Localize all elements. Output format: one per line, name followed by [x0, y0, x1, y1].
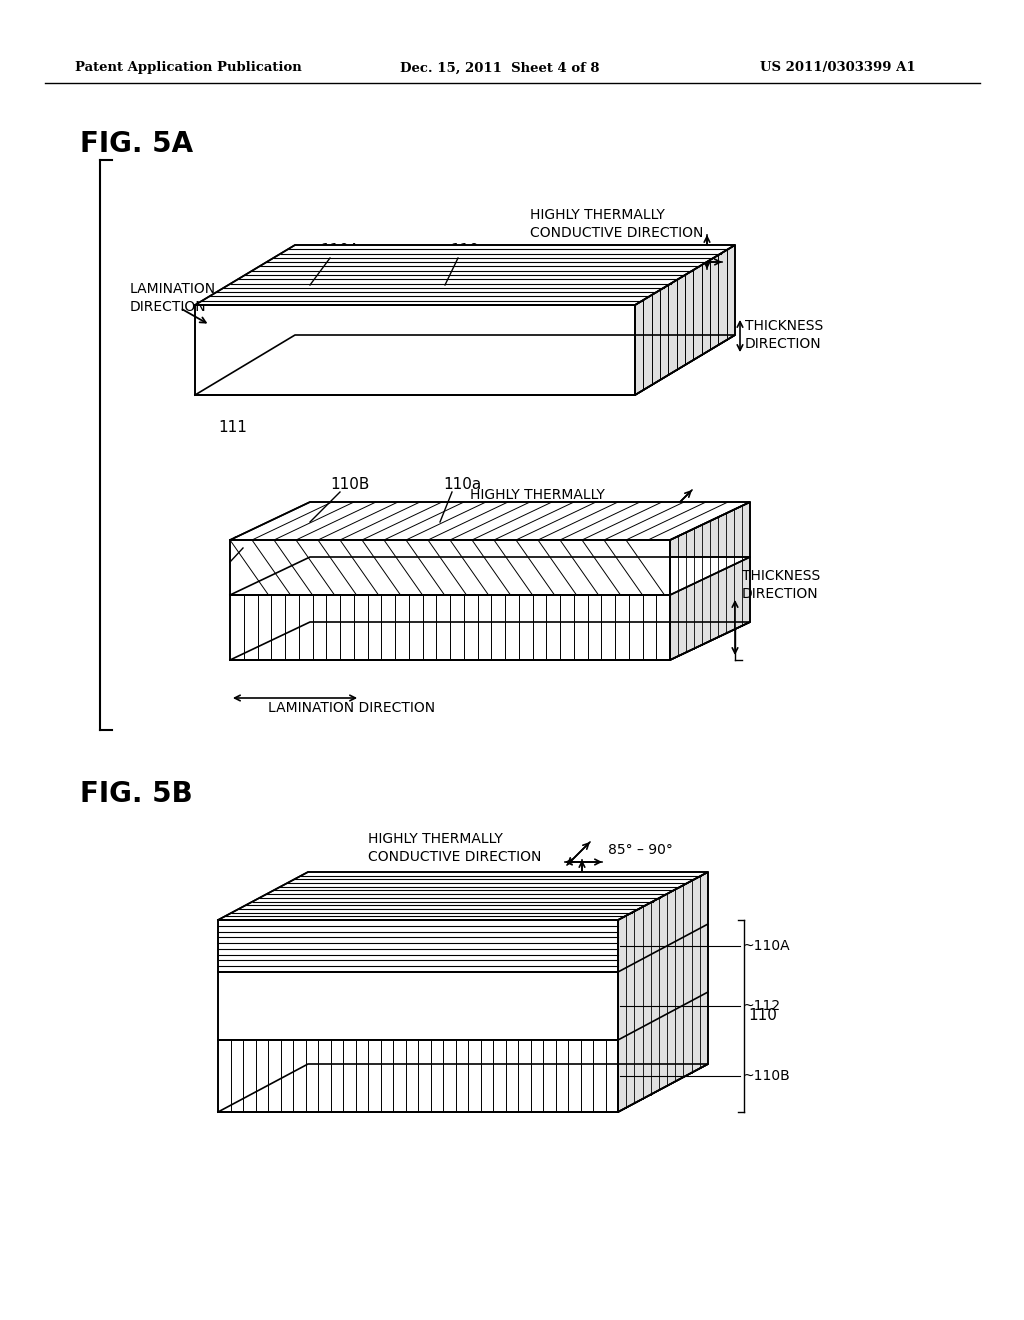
Text: FIG. 5B: FIG. 5B — [80, 780, 193, 808]
Text: 110B: 110B — [330, 477, 370, 492]
Text: 110A: 110A — [319, 243, 359, 257]
Polygon shape — [230, 595, 670, 660]
Polygon shape — [230, 502, 750, 540]
Text: US 2011/0303399 A1: US 2011/0303399 A1 — [760, 62, 915, 74]
Text: Patent Application Publication: Patent Application Publication — [75, 62, 302, 74]
Polygon shape — [218, 1040, 618, 1111]
Polygon shape — [218, 1064, 708, 1111]
Text: HIGHLY THERMALLY: HIGHLY THERMALLY — [470, 488, 605, 502]
Polygon shape — [230, 540, 670, 595]
Polygon shape — [618, 873, 708, 1111]
Text: ~110B: ~110B — [742, 1069, 790, 1082]
Polygon shape — [230, 622, 750, 660]
Text: THICKNESS
DIRECTION: THICKNESS DIRECTION — [745, 319, 823, 351]
Text: HIGHLY THERMALLY: HIGHLY THERMALLY — [368, 832, 503, 846]
Text: 111: 111 — [232, 536, 261, 550]
Text: ~110A: ~110A — [742, 939, 790, 953]
Polygon shape — [195, 335, 735, 395]
Text: ~112: ~112 — [742, 999, 780, 1012]
Text: HIGHLY THERMALLY: HIGHLY THERMALLY — [530, 209, 665, 222]
Text: LAMINATION
DIRECTION: LAMINATION DIRECTION — [130, 282, 216, 314]
Polygon shape — [218, 972, 618, 1040]
Polygon shape — [195, 305, 635, 395]
Text: 110a: 110a — [443, 477, 481, 492]
Text: 111: 111 — [218, 420, 247, 436]
Polygon shape — [195, 246, 735, 305]
Polygon shape — [635, 246, 735, 395]
Text: 85° – 90°: 85° – 90° — [608, 843, 673, 857]
Text: 110: 110 — [748, 1008, 777, 1023]
Text: CONDUCTIVE DIRECTION: CONDUCTIVE DIRECTION — [368, 850, 542, 865]
Text: Dec. 15, 2011  Sheet 4 of 8: Dec. 15, 2011 Sheet 4 of 8 — [400, 62, 599, 74]
Text: CONDUCTIVE DIRECTION: CONDUCTIVE DIRECTION — [470, 506, 643, 520]
Polygon shape — [218, 873, 708, 920]
Text: CONDUCTIVE DIRECTION: CONDUCTIVE DIRECTION — [530, 226, 703, 240]
Polygon shape — [218, 920, 618, 972]
Polygon shape — [230, 557, 750, 595]
Text: LAMINATION DIRECTION: LAMINATION DIRECTION — [268, 701, 435, 715]
Polygon shape — [670, 502, 750, 660]
Text: 110a: 110a — [450, 243, 488, 257]
Text: FIG. 5A: FIG. 5A — [80, 129, 194, 158]
Text: THICKNESS
DIRECTION: THICKNESS DIRECTION — [742, 569, 820, 601]
